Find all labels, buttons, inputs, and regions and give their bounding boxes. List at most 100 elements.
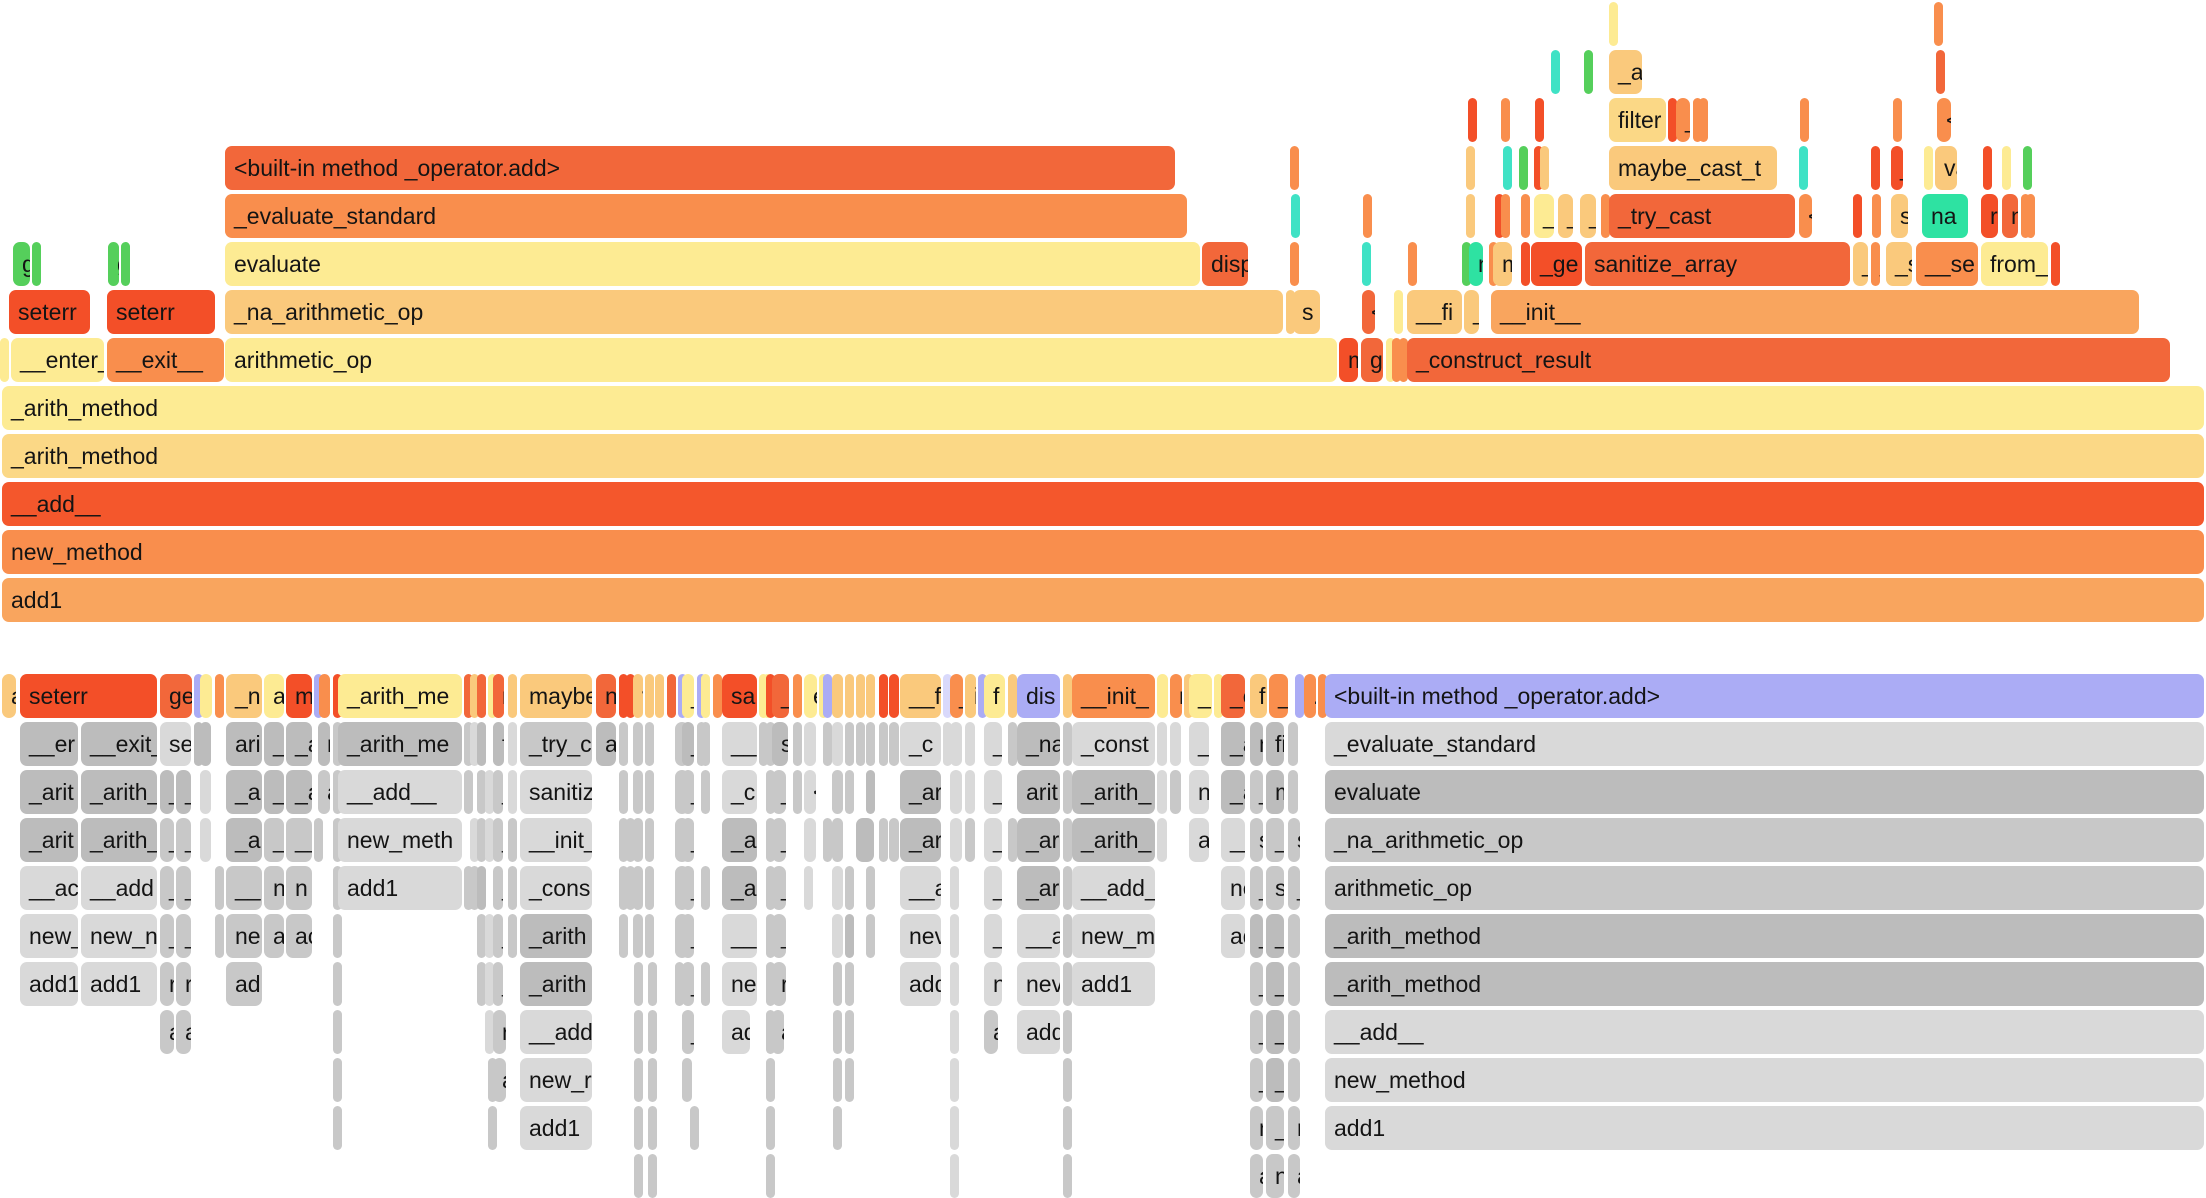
frame-bar[interactable]	[488, 1106, 497, 1150]
frame-bar[interactable]: f	[984, 674, 1005, 718]
frame-bar[interactable]	[701, 674, 710, 718]
frame-bar[interactable]	[0, 338, 9, 382]
frame-bar[interactable]	[950, 770, 962, 814]
frame-bar[interactable]: a	[2, 674, 16, 718]
frame-bar[interactable]	[200, 770, 211, 814]
frame-bar[interactable]	[1466, 146, 1475, 190]
frame-bar[interactable]: new_m	[1072, 914, 1155, 958]
frame-bar[interactable]: m	[1266, 770, 1284, 814]
frame-bar[interactable]: a	[215, 914, 224, 958]
frame-bar[interactable]	[619, 818, 628, 862]
frame-bar[interactable]	[634, 1058, 643, 1102]
frame-bar[interactable]	[950, 914, 959, 958]
frame-bar[interactable]: __fi	[1407, 290, 1462, 334]
frame-bar[interactable]: _	[1189, 674, 1212, 718]
frame-bar[interactable]: _arith_me	[338, 722, 462, 766]
frame-bar[interactable]: add1	[20, 962, 78, 1006]
frame-bar[interactable]: a	[493, 1058, 506, 1102]
frame-bar[interactable]: __init__	[1491, 290, 2139, 334]
frame-bar[interactable]	[943, 722, 952, 766]
frame-bar[interactable]	[1291, 194, 1300, 238]
frame-bar[interactable]: _	[264, 818, 284, 862]
frame-bar[interactable]: _arith_	[81, 818, 157, 862]
frame-bar[interactable]: s	[1288, 818, 1300, 862]
frame-bar-selected[interactable]	[314, 674, 323, 718]
frame-bar[interactable]	[766, 866, 775, 910]
frame-bar[interactable]	[634, 962, 643, 1006]
frame-bar[interactable]	[1534, 146, 1543, 190]
frame-bar[interactable]	[645, 674, 654, 718]
frame-bar[interactable]: _	[493, 818, 503, 862]
frame-bar[interactable]: __add	[81, 866, 157, 910]
frame-bar[interactable]: r	[160, 962, 174, 1006]
frame-bar[interactable]: nev	[1017, 962, 1060, 1006]
frame-bar[interactable]	[1468, 98, 1477, 142]
frame-bar[interactable]	[833, 962, 842, 1006]
frame-bar[interactable]: maybe	[520, 674, 592, 718]
frame-bar[interactable]: disp	[1202, 242, 1248, 286]
frame-bar[interactable]: a	[596, 722, 616, 766]
frame-bar[interactable]: _	[772, 914, 786, 958]
frame-bar[interactable]: _c	[1221, 674, 1245, 718]
frame-bar[interactable]	[470, 722, 479, 766]
frame-bar[interactable]	[1872, 194, 1881, 238]
frame-bar[interactable]	[1501, 98, 1510, 142]
frame-bar[interactable]: _	[984, 818, 1002, 862]
frame-bar[interactable]: a	[160, 1010, 174, 1054]
frame-bar[interactable]: a	[984, 1010, 998, 1054]
frame-bar[interactable]: _na_arithmetic_op	[1325, 818, 2204, 862]
frame-bar[interactable]: _a	[226, 818, 262, 862]
frame-bar[interactable]: ne	[722, 962, 757, 1006]
frame-bar[interactable]	[508, 770, 517, 814]
frame-bar[interactable]: _	[1250, 1010, 1263, 1054]
frame-bar[interactable]	[1540, 146, 1549, 190]
frame-bar[interactable]: arithmetic_op	[225, 338, 1337, 382]
frame-bar[interactable]	[1386, 338, 1395, 382]
frame-bar[interactable]: r	[318, 722, 330, 766]
frame-bar[interactable]	[648, 962, 657, 1006]
frame-bar[interactable]	[215, 674, 224, 718]
frame-bar[interactable]: __a	[900, 866, 941, 910]
frame-bar[interactable]: _	[682, 866, 694, 910]
frame-bar[interactable]	[488, 674, 497, 718]
frame-bar[interactable]	[690, 1106, 699, 1150]
frame-bar[interactable]	[1521, 242, 1530, 286]
frame-bar[interactable]: __init_	[520, 818, 592, 862]
frame-bar[interactable]: sanitize_array	[1585, 242, 1850, 286]
frame-bar[interactable]	[648, 1106, 657, 1150]
frame-bar[interactable]: a	[318, 770, 330, 814]
frame-bar[interactable]: __add__	[1325, 1010, 2204, 1054]
frame-bar[interactable]	[333, 1106, 342, 1150]
frame-bar[interactable]	[1462, 242, 1471, 286]
frame-bar[interactable]: _const	[1072, 722, 1155, 766]
frame-bar[interactable]	[634, 1106, 643, 1150]
frame-bar[interactable]	[889, 818, 899, 862]
frame-bar[interactable]	[1157, 818, 1167, 862]
frame-bar[interactable]	[856, 722, 865, 766]
frame-bar[interactable]: _	[1250, 962, 1263, 1006]
frame-bar[interactable]	[1184, 674, 1193, 718]
frame-bar[interactable]	[2021, 194, 2030, 238]
frame-bar[interactable]: _	[682, 1010, 694, 1054]
frame-bar[interactable]: nev	[900, 914, 941, 958]
frame-bar[interactable]	[1157, 674, 1168, 718]
frame-bar[interactable]	[965, 770, 975, 814]
frame-bar[interactable]	[634, 1010, 643, 1054]
frame-bar[interactable]	[823, 722, 832, 766]
frame-bar[interactable]	[1063, 1106, 1072, 1150]
frame-bar[interactable]	[1668, 98, 1677, 142]
frame-bar[interactable]: _	[984, 914, 1002, 958]
frame-bar[interactable]: .	[319, 674, 330, 718]
frame-bar[interactable]	[645, 866, 654, 910]
frame-bar[interactable]	[1853, 194, 1862, 238]
frame-bar[interactable]: n	[264, 866, 284, 910]
frame-bar[interactable]: m	[1493, 242, 1512, 286]
frame-bar[interactable]	[1503, 146, 1512, 190]
frame-bar[interactable]	[633, 914, 643, 958]
frame-bar[interactable]	[1286, 290, 1295, 334]
frame-bar[interactable]: new_r	[520, 1058, 592, 1102]
frame-bar[interactable]	[619, 674, 628, 718]
frame-bar[interactable]	[1288, 770, 1298, 814]
frame-bar[interactable]: _	[176, 770, 191, 814]
frame-bar[interactable]	[200, 674, 212, 718]
